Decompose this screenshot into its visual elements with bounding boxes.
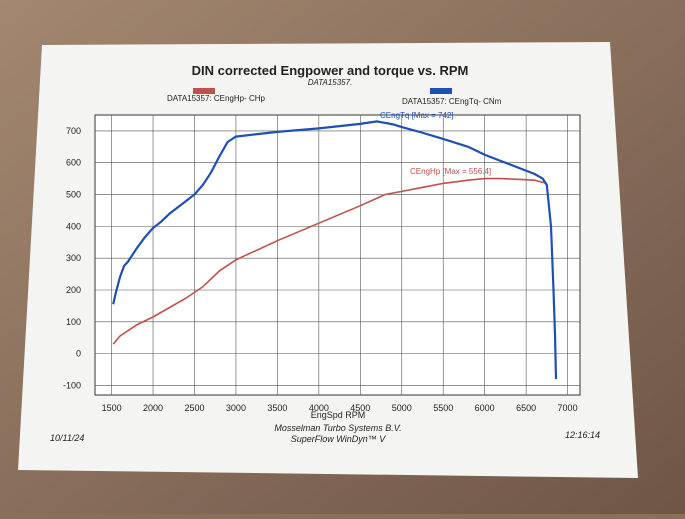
x-tick-label: 5000 [392,403,412,413]
y-tick-label: 700 [66,126,81,136]
footer-line: SuperFlow WinDyn™ V [291,434,386,444]
x-tick-label: 6000 [475,403,495,413]
x-tick-label: 2000 [143,403,163,413]
y-tick-label: 600 [66,158,81,168]
x-tick-label: 4000 [309,403,329,413]
y-tick-label: 200 [66,285,81,295]
y-tick-label: 0 [76,349,81,359]
time: 12:16:14 [565,430,600,440]
y-tick-label: 100 [66,317,81,327]
legend-swatch [193,88,215,94]
legend-swatch [430,88,452,94]
chart-title: DIN corrected Engpower and torque vs. RP… [192,63,469,78]
annotation: CEngTq [Max = 742] [380,111,454,120]
series-line [112,177,547,345]
x-tick-label: 6500 [516,403,536,413]
y-tick-label: 500 [66,190,81,200]
plot-area [94,114,581,396]
x-tick-label: 4500 [350,403,370,413]
x-tick-label: 1500 [102,403,122,413]
x-tick-label: 3500 [267,403,287,413]
x-tick-label: 2500 [184,403,204,413]
x-tick-label: 5500 [433,403,453,413]
y-tick-label: 300 [66,253,81,263]
legend-label: DATA15357: CEngTq- CNm [402,97,502,106]
y-tick-label: -100 [63,380,81,390]
x-tick-label: 3000 [226,403,246,413]
chart-subtitle: DATA15357. [308,78,353,87]
x-axis-label: EngSpd RPM [311,410,366,420]
x-tick-label: 7000 [558,403,578,413]
date: 10/11/24 [50,433,84,443]
legend-label: DATA15357: CEngHp- CHp [167,94,266,103]
footer-line: Mosselman Turbo Systems B.V. [274,423,401,433]
series-line [112,120,558,380]
annotation: CEngHp [Max = 556.4] [410,167,491,176]
y-tick-label: 400 [66,221,81,231]
